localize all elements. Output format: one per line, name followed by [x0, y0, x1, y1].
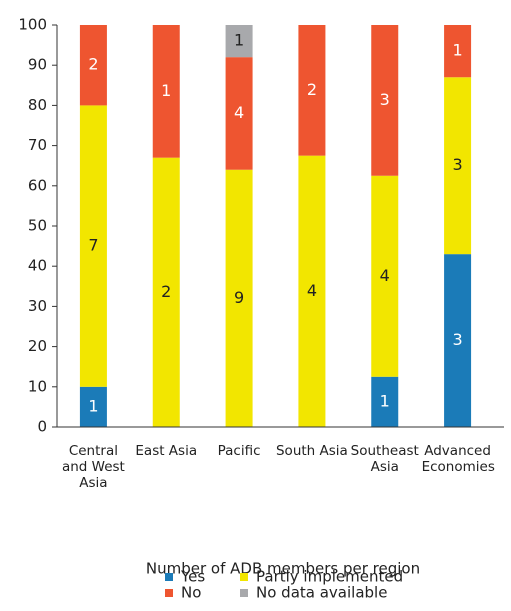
data-label: 2	[88, 55, 98, 74]
bar-segment	[79, 105, 107, 387]
y-tick-label: 60	[28, 176, 47, 194]
y-tick-label: 20	[28, 337, 47, 355]
bar-segment	[225, 57, 253, 170]
legend-label: No data available	[256, 584, 387, 602]
bar-segment	[225, 169, 253, 427]
bar-segment	[298, 25, 326, 156]
bar-segment	[79, 25, 107, 106]
x-tick-label: Southeast Asia	[350, 443, 419, 475]
data-label: 4	[380, 266, 390, 285]
data-label: 7	[88, 236, 98, 255]
data-label: 1	[88, 396, 98, 415]
bar-segment	[371, 376, 399, 427]
legend-label: Yes	[180, 568, 205, 586]
bar-segment	[152, 25, 180, 158]
data-label: 1	[380, 391, 390, 410]
data-label: 1	[452, 41, 462, 60]
data-label: 1	[234, 31, 244, 50]
x-axis-title: Number of ADB members per region	[146, 560, 420, 578]
legend-swatch	[165, 589, 173, 597]
x-tick-label: Central and West Asia	[61, 443, 125, 491]
legend-label: No	[181, 584, 201, 602]
y-tick-label: 10	[28, 377, 47, 395]
y-tick-label: 100	[18, 16, 47, 34]
legend-swatch	[240, 589, 248, 597]
x-tick-label: South Asia	[275, 443, 348, 459]
legend-label: Partly implemented	[256, 568, 403, 586]
x-tick-label: Pacific	[217, 443, 261, 459]
data-label: 4	[234, 103, 244, 122]
x-tick-label: Advanced Economies	[421, 443, 495, 475]
bar-segment	[225, 25, 253, 58]
y-tick-label: 40	[28, 257, 47, 275]
y-tick-label: 80	[28, 96, 47, 114]
data-label: 4	[307, 281, 317, 300]
legend-swatch	[165, 573, 173, 581]
y-tick-label: 30	[28, 297, 47, 315]
data-label: 3	[380, 90, 390, 109]
data-label: 1	[161, 81, 171, 100]
y-tick-label: 50	[28, 217, 47, 235]
x-tick-label: East Asia	[135, 443, 198, 459]
bar-segment	[371, 25, 399, 176]
bar-segment	[444, 254, 472, 427]
data-label: 9	[234, 288, 244, 307]
y-tick-label: 90	[28, 56, 47, 74]
data-label: 2	[307, 80, 317, 99]
data-label: 3	[452, 330, 462, 349]
bar-segment	[298, 155, 326, 427]
bar-segment	[79, 386, 107, 427]
data-label: 2	[161, 282, 171, 301]
data-label: 3	[452, 155, 462, 174]
bar-segment	[152, 157, 180, 427]
y-tick-label: 0	[37, 418, 47, 436]
legend-swatch	[240, 573, 248, 581]
bar-segment	[371, 175, 399, 377]
bar-segment	[444, 25, 472, 78]
y-tick-label: 70	[28, 136, 47, 154]
bar-segment	[444, 77, 472, 255]
